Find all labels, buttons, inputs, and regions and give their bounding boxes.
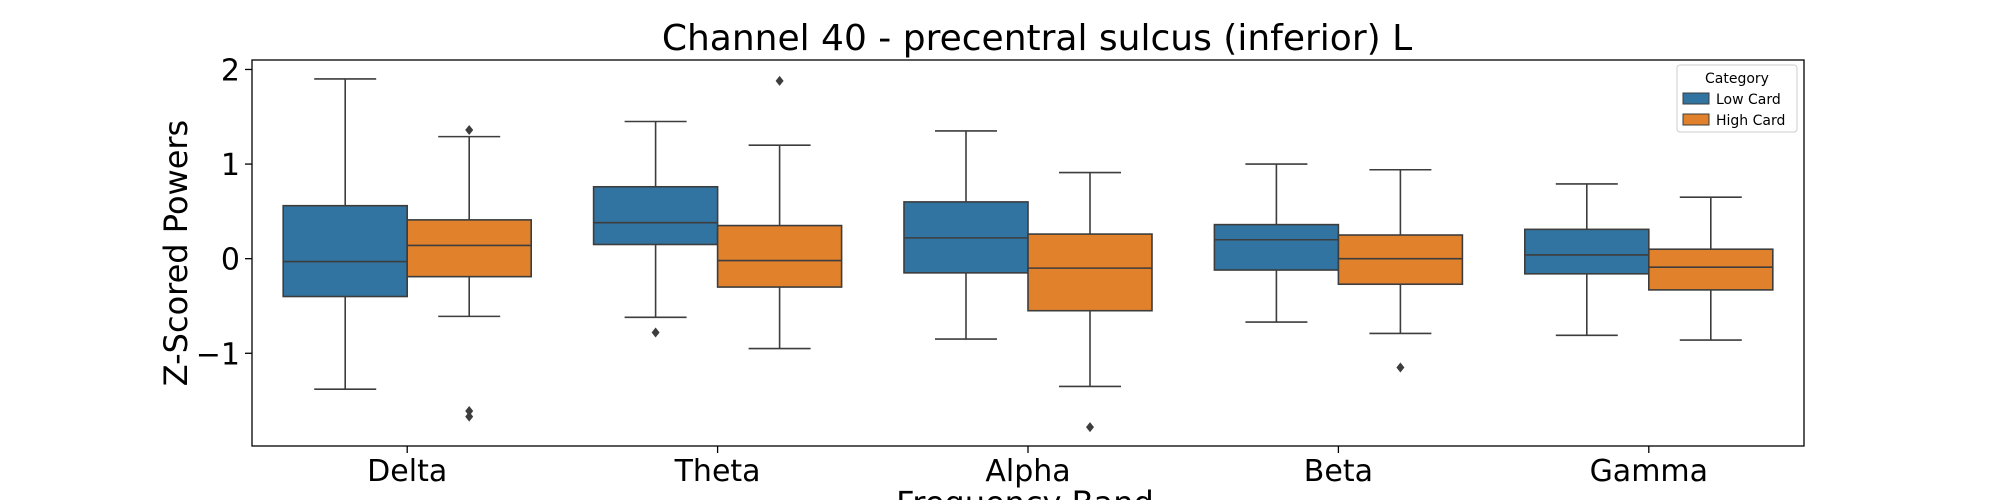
legend: Category Low Card High Card xyxy=(1676,64,1798,133)
x-axis: Delta Theta Alpha Beta Gamma xyxy=(367,446,1708,489)
y-tick-label: 1 xyxy=(221,148,240,183)
iqr-box xyxy=(406,219,533,278)
x-tick-label: Theta xyxy=(674,454,761,489)
box-high-card-alpha xyxy=(1027,171,1153,433)
y-tick-label: −1 xyxy=(196,337,240,372)
outlier-point xyxy=(775,75,784,86)
iqr-box xyxy=(1027,233,1153,312)
outlier-point xyxy=(465,411,474,422)
iqr-box xyxy=(282,204,409,298)
box-high-card-gamma xyxy=(1648,196,1774,341)
x-tick-label: Gamma xyxy=(1590,454,1708,489)
box-low-card-alpha xyxy=(903,130,1029,340)
iqr-box xyxy=(716,224,843,288)
iqr-box xyxy=(1648,248,1774,291)
box-high-card-delta xyxy=(406,125,533,422)
y-axis-label: Z-Scored Powers xyxy=(157,120,195,386)
box-low-card-gamma xyxy=(1524,183,1650,337)
outlier-point xyxy=(465,405,474,416)
legend-label-high-card: High Card xyxy=(1716,113,1785,129)
chart-title: Channel 40 - precentral sulcus (inferior… xyxy=(662,18,1412,59)
legend-title: Category xyxy=(1705,71,1769,87)
box-low-card-beta xyxy=(1213,163,1340,323)
box-low-card-delta xyxy=(282,78,409,391)
iqr-box xyxy=(1213,223,1340,271)
box-high-card-beta xyxy=(1337,168,1464,373)
x-tick-label: Beta xyxy=(1304,454,1373,489)
box-low-card-theta xyxy=(592,120,719,338)
outlier-point xyxy=(1086,422,1094,433)
iqr-box xyxy=(1524,228,1650,275)
iqr-box xyxy=(1337,234,1464,286)
y-axis: −1 0 1 2 xyxy=(196,53,252,372)
box-high-card-theta xyxy=(716,75,843,350)
outlier-point xyxy=(1396,362,1405,373)
y-tick-label: 2 xyxy=(221,53,240,88)
legend-swatch-low-card xyxy=(1682,92,1710,105)
iqr-box xyxy=(592,185,719,246)
y-tick-label: 0 xyxy=(221,243,240,278)
x-axis-label: Frequency Band xyxy=(896,484,1154,500)
outlier-point xyxy=(651,327,660,338)
x-tick-label: Alpha xyxy=(985,454,1070,489)
box-series xyxy=(282,75,1774,433)
outlier-point xyxy=(465,125,474,136)
legend-swatch-high-card xyxy=(1682,113,1710,126)
x-tick-label: Delta xyxy=(367,454,447,489)
legend-label-low-card: Low Card xyxy=(1716,92,1781,108)
